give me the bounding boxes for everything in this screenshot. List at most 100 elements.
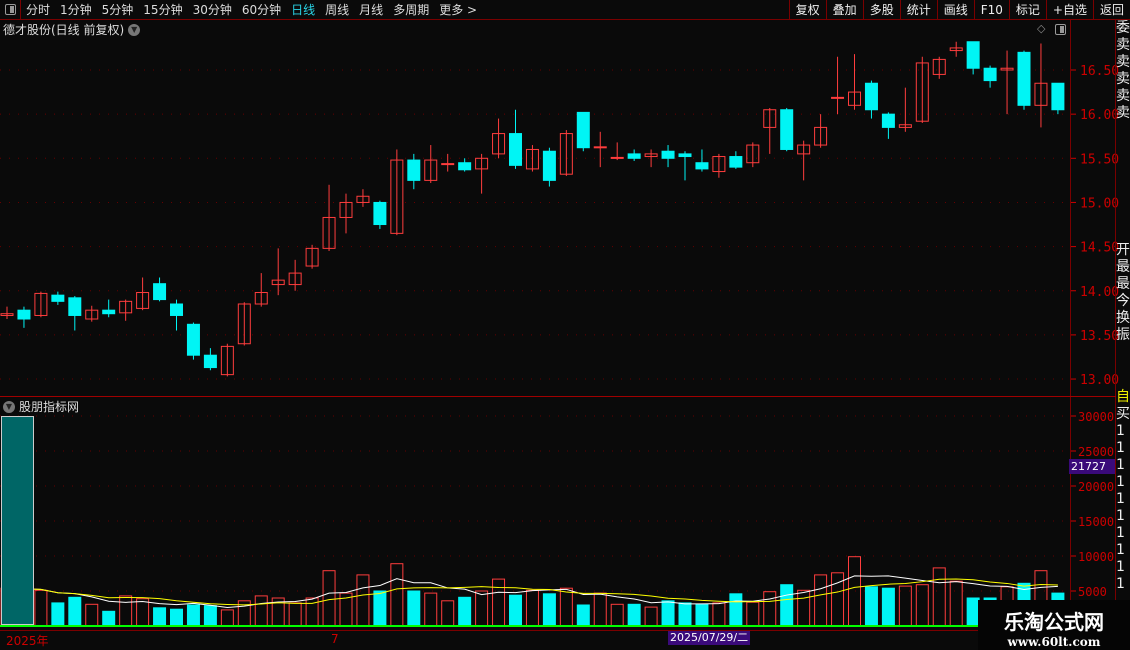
toolbar-button[interactable]: 标记 [1008, 0, 1046, 20]
candle-up [119, 300, 133, 314]
volume-bar [458, 596, 472, 627]
period-tab[interactable]: 月线 [359, 3, 384, 17]
volume-bar [559, 587, 573, 627]
period-tab[interactable]: 60分钟 [241, 3, 282, 17]
watermark: 乐淘公式网 www.60lt.com [978, 600, 1130, 650]
candle-down [661, 150, 675, 159]
volume-bar [136, 598, 150, 627]
volume-bar [542, 593, 556, 627]
panel-icon[interactable] [1055, 24, 1066, 35]
candle-down [729, 156, 743, 168]
volume-bar [119, 595, 133, 627]
toolbar-button[interactable]: +自选 [1045, 0, 1093, 20]
period-tab[interactable]: 30分钟 [192, 3, 232, 17]
volume-bar [34, 589, 48, 627]
toolbar-button[interactable]: F10 [973, 0, 1009, 20]
candle-up [610, 156, 624, 159]
indicator-highlight-block [1, 416, 34, 625]
candle-up [492, 133, 506, 155]
quote-label: 1 [1116, 423, 1125, 439]
candle-up [1000, 67, 1014, 71]
volume-bar [170, 608, 183, 627]
price-tick-label: 14.50 [1080, 241, 1119, 256]
period-tab[interactable]: 15分钟 [143, 3, 183, 17]
diamond-icon[interactable]: ◇ [1037, 22, 1046, 35]
candle-up [898, 124, 912, 128]
volume-bar [475, 590, 489, 627]
candle-up [559, 133, 573, 175]
candle-up [475, 157, 489, 170]
candle-down [170, 303, 183, 316]
candle-up [305, 247, 319, 267]
candle-down [695, 162, 709, 170]
volume-bar [729, 593, 743, 627]
candle-down [1051, 82, 1065, 111]
candle-up [34, 292, 48, 316]
price-tick-label: 16.50 [1080, 64, 1119, 79]
period-tab[interactable]: 多周期 [393, 3, 430, 17]
volume-bar [661, 600, 675, 627]
toolbar-button[interactable]: 返回 [1092, 0, 1130, 20]
candle-down [780, 109, 794, 150]
candle-up [254, 292, 268, 305]
toolbar-button[interactable]: 多股 [862, 0, 900, 20]
quote-label: 1 [1116, 440, 1125, 456]
volume-bar [220, 609, 234, 627]
quote-label: 最 [1116, 276, 1130, 292]
period-tab[interactable]: 分时 [26, 3, 51, 17]
quote-label: 1 [1116, 474, 1125, 490]
price-tick-label: 13.50 [1080, 329, 1119, 344]
volume-bar [390, 563, 404, 627]
quote-label: 1 [1116, 525, 1125, 541]
candle-up [322, 216, 336, 249]
quote-label: 买 [1116, 406, 1130, 422]
volume-bar [102, 610, 116, 627]
period-tab[interactable]: 日线 [291, 3, 316, 17]
quote-label: 1 [1116, 491, 1125, 507]
volume-tick-label: 25000 [1078, 445, 1114, 459]
chevron-down-icon[interactable]: ▼ [128, 23, 141, 36]
toolbar-button[interactable]: 叠加 [825, 0, 863, 20]
volume-bar [848, 556, 861, 627]
candle-down [17, 309, 31, 320]
quote-label: 委 [1116, 20, 1130, 36]
volume-bar [881, 587, 895, 627]
candle-up [237, 303, 251, 345]
period-tab[interactable]: 更多 > [439, 3, 478, 17]
period-tab[interactable]: 1分钟 [60, 3, 92, 17]
volume-bar [424, 592, 438, 627]
candle-down [678, 153, 692, 158]
candle-down [576, 111, 590, 149]
toolbar-button[interactable]: 画线 [936, 0, 974, 20]
toolbar-button[interactable]: 统计 [899, 0, 937, 20]
candle-up [712, 156, 726, 173]
volume-bar [68, 596, 82, 627]
panel-divider[interactable] [0, 396, 1116, 397]
volume-bar [441, 600, 455, 627]
candle-up [220, 345, 234, 376]
volume-bar [712, 602, 726, 627]
period-tab[interactable]: 5分钟 [101, 3, 134, 17]
quote-label: 换 [1116, 310, 1130, 326]
quote-label: 振 [1116, 327, 1130, 343]
chevron-down-icon[interactable]: ▼ [3, 400, 15, 413]
indicator-title[interactable]: ▼ 股朋指标网 [3, 398, 79, 415]
toolbar-button[interactable]: 复权 [788, 0, 826, 20]
volume-bar [186, 604, 200, 627]
chart-title[interactable]: 德才股份(日线 前复权) ▼ [3, 21, 141, 38]
candle-up [949, 47, 963, 52]
watermark-name: 乐淘公式网 [1004, 610, 1104, 634]
candle-down [627, 153, 641, 159]
quote-label: 开 [1116, 242, 1130, 258]
candle-up [1034, 82, 1048, 106]
panel-toggle-button[interactable] [0, 0, 21, 20]
volume-bar [932, 567, 946, 627]
volume-tick-label: 30000 [1078, 410, 1114, 424]
quote-label: 1 [1116, 457, 1125, 473]
period-tab[interactable]: 周线 [325, 3, 350, 17]
quote-label: 1 [1116, 508, 1125, 524]
candle-up [746, 144, 760, 164]
time-label-year: 2025年 [6, 634, 49, 648]
